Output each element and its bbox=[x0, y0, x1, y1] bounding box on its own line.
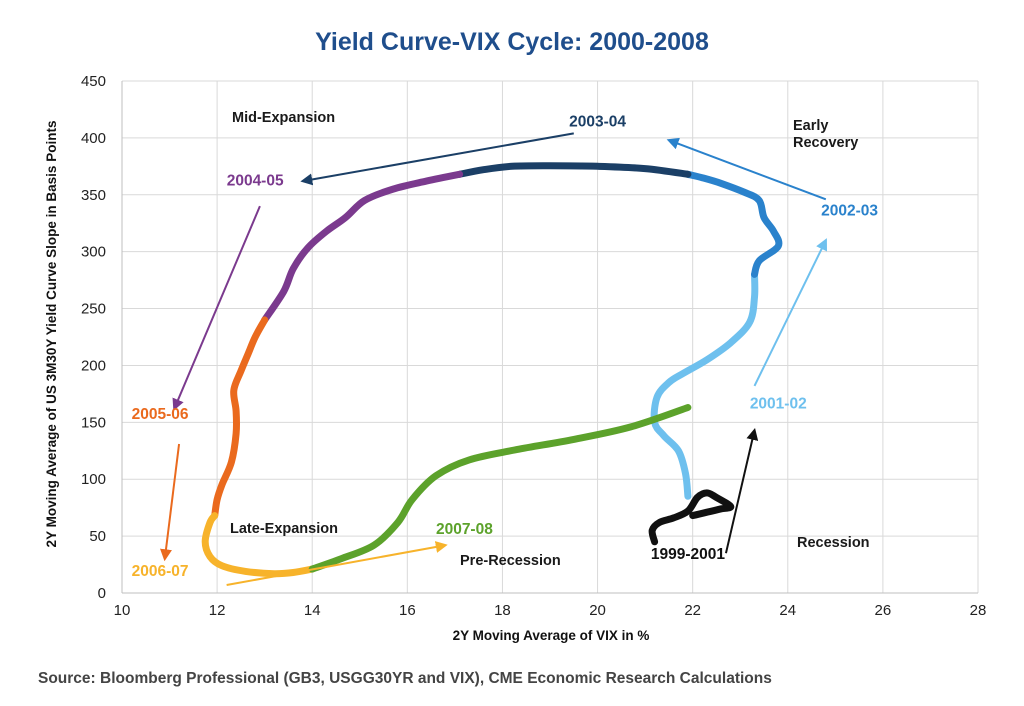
y-tick-label: 200 bbox=[81, 357, 106, 374]
series-line-2001-02 bbox=[650, 270, 759, 500]
phase-early: Early bbox=[793, 118, 828, 134]
y-tick-label: 100 bbox=[81, 471, 106, 488]
x-tick-label: 24 bbox=[779, 602, 796, 619]
annotation-arrows bbox=[160, 132, 827, 587]
annotation-labels: 2003-04 2002-03 2004-05 2005-06 2006-07 2007-… bbox=[132, 114, 879, 580]
series-line-2007-08 bbox=[308, 404, 692, 573]
y-tick-label: 0 bbox=[98, 585, 106, 602]
annotation-arrow-2001-02 bbox=[753, 238, 827, 387]
phase-pre-recession: Pre-Recession bbox=[460, 553, 561, 569]
y-axis-label: 2Y Moving Average of US 3M30Y Yield Curv… bbox=[44, 121, 59, 548]
axes: 0 50 100 150 200 250 300 350 400 450 10 12 14 16 18 20 2… bbox=[81, 73, 986, 619]
x-tick-label: 22 bbox=[684, 602, 701, 619]
x-tick-label: 14 bbox=[304, 602, 321, 619]
series-line-2002-03 bbox=[684, 170, 783, 278]
x-axis-label: 2Y Moving Average of VIX in % bbox=[453, 628, 650, 643]
phase-mid-expansion: Mid-Expansion bbox=[232, 110, 335, 126]
y-tick-label: 150 bbox=[81, 414, 106, 431]
source-note: Source: Bloomberg Professional (GB3, USG… bbox=[38, 670, 772, 687]
y-tick-label: 250 bbox=[81, 301, 106, 318]
period-label-2003-04: 2003-04 bbox=[569, 114, 626, 131]
period-label-2005-06: 2005-06 bbox=[132, 406, 189, 423]
phase-recession: Recession bbox=[797, 535, 870, 551]
y-tick-label: 300 bbox=[81, 244, 106, 261]
period-label-2001-02: 2001-02 bbox=[750, 396, 807, 413]
phase-late-expansion: Late-Expansion bbox=[230, 521, 338, 537]
period-label-2002-03: 2002-03 bbox=[821, 202, 878, 219]
y-tick-label: 50 bbox=[89, 528, 106, 545]
period-label-2004-05: 2004-05 bbox=[227, 173, 284, 190]
series-line-2005-06 bbox=[211, 316, 269, 520]
annotation-arrow-2006-07 bbox=[226, 541, 448, 587]
series-lines bbox=[201, 162, 783, 578]
annotation-arrow-2005-06 bbox=[160, 443, 181, 562]
x-tick-label: 26 bbox=[875, 602, 892, 619]
annotation-arrow-2003-04 bbox=[300, 132, 574, 186]
period-label-1999-2001: 1999-2001 bbox=[651, 546, 726, 563]
x-tick-label: 10 bbox=[114, 602, 131, 619]
series-line-1999-2001 bbox=[648, 489, 735, 546]
phase-recovery: Recovery bbox=[793, 135, 858, 151]
annotation-arrow-1999-2001 bbox=[724, 427, 759, 554]
x-tick-label: 16 bbox=[399, 602, 416, 619]
x-tick-label: 28 bbox=[970, 602, 987, 619]
annotation-arrow-2004-05 bbox=[172, 205, 261, 411]
grid bbox=[121, 80, 979, 594]
x-tick-label: 20 bbox=[589, 602, 606, 619]
annotation-arrow-2002-03 bbox=[666, 137, 827, 201]
period-label-2006-07: 2006-07 bbox=[132, 563, 189, 580]
x-tick-label: 12 bbox=[209, 602, 226, 619]
y-tick-label: 350 bbox=[81, 187, 106, 204]
y-tick-label: 400 bbox=[81, 130, 106, 147]
chart-title: Yield Curve-VIX Cycle: 2000-2008 bbox=[315, 28, 709, 56]
y-tick-label: 450 bbox=[81, 73, 106, 90]
period-label-2007-08: 2007-08 bbox=[436, 521, 493, 538]
x-tick-label: 18 bbox=[494, 602, 511, 619]
series-line-2004-05 bbox=[261, 170, 464, 324]
series-line-2003-04 bbox=[456, 162, 692, 178]
